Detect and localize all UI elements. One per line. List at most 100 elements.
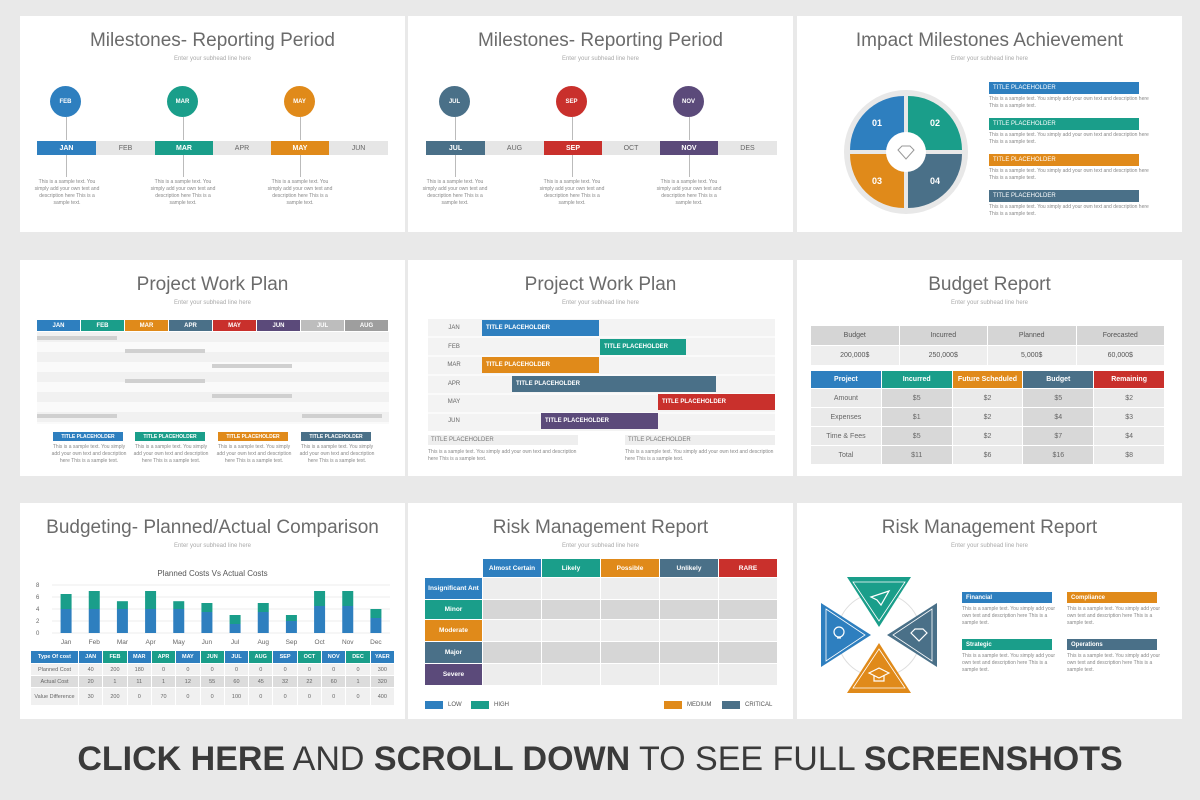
slide-risk-categories[interactable]: Risk Management Report Enter your subhea… [797, 503, 1182, 719]
risk-cell[interactable] [660, 578, 718, 599]
risk-cell[interactable] [483, 620, 541, 641]
risk-cell[interactable] [542, 578, 600, 599]
title-placeholder: TITLE PLACEHOLDER [428, 435, 578, 445]
bar-series-2 [116, 601, 128, 609]
bar-series-2 [229, 615, 241, 624]
legend-label: HIGH [494, 702, 509, 708]
risk-cell[interactable] [483, 600, 541, 619]
x-tick-label: Dec [370, 639, 382, 646]
slide-milestones-2[interactable]: Milestones- Reporting Period Enter your … [408, 16, 793, 232]
gantt-task-bar: TITLE PLACEHOLDER [482, 357, 599, 373]
slide-risk-matrix[interactable]: Risk Management Report Enter your subhea… [408, 503, 793, 719]
cost-table-cell: 0 [249, 664, 273, 675]
scroll-down-banner[interactable]: CLICK HERE AND SCROLL DOWN TO SEE FULL S… [0, 740, 1200, 779]
slide-budget-report[interactable]: Budget Report Enter your subhead line he… [797, 260, 1182, 476]
risk-cell[interactable] [483, 664, 541, 685]
cost-table-cell: 300 [370, 664, 394, 675]
cost-table-cell: 200 [103, 688, 127, 705]
risk-row-header: Severe [425, 664, 482, 685]
risk-triangles-diagram [821, 577, 937, 693]
risk-cell[interactable] [542, 642, 600, 663]
title-placeholder: TITLE PLACEHOLDER [989, 154, 1139, 166]
description-text: This is a sample text. You simply add yo… [422, 179, 488, 206]
slide-project-work-plan-1[interactable]: Project Work Plan Enter your subhead lin… [20, 260, 405, 476]
x-tick-label: Oct [315, 639, 325, 646]
risk-cell[interactable] [719, 620, 777, 641]
cost-table-header: JAN [79, 651, 103, 663]
bar-series-1 [342, 606, 354, 633]
budget-cell: $1 [881, 408, 952, 426]
risk-cell[interactable] [601, 664, 659, 685]
risk-cell[interactable] [660, 600, 718, 619]
quadrant-label: 04 [930, 176, 940, 186]
risk-cell[interactable] [601, 578, 659, 599]
budget-cell: $5 [881, 389, 952, 407]
cost-table-header: AUG [249, 651, 273, 663]
title-placeholder: TITLE PLACEHOLDER [989, 190, 1139, 202]
milestone-circle: SEP [556, 86, 587, 117]
gantt-grid [428, 319, 775, 431]
slide-milestones-1[interactable]: Milestones- Reporting Period Enter your … [20, 16, 405, 232]
cost-table-cell: 0 [200, 688, 224, 705]
risk-cell[interactable] [483, 578, 541, 599]
budget-top-header: Planned [988, 326, 1076, 345]
bar-series-2 [370, 609, 382, 618]
bar-series-1 [285, 621, 297, 633]
budget-cell: Expenses [811, 408, 881, 426]
slide-title: Impact Milestones Achievement [855, 30, 1124, 51]
timeline-month: JUL [426, 141, 485, 155]
risk-cell[interactable] [601, 600, 659, 619]
planned-actual-bar-chart: 0 2 4 6 8 Jan Feb Mar Apr May Jun Jul Aug Sep Oct Nov De… [36, 583, 390, 646]
slide-budget-comparison[interactable]: Budgeting- Planned/Actual Comparison Ent… [20, 503, 405, 719]
bar-series-1 [314, 606, 326, 633]
risk-cell[interactable] [660, 642, 718, 663]
risk-cell[interactable] [601, 620, 659, 641]
month-header: JUN [257, 320, 300, 331]
risk-cell[interactable] [601, 642, 659, 663]
timeline-month: JUN [329, 141, 388, 155]
graduation-cap-icon [867, 667, 891, 682]
risk-cell[interactable] [719, 642, 777, 663]
gantt-arrow [37, 414, 117, 418]
description-text: This is a sample text. You simply add yo… [34, 179, 100, 206]
risk-cell[interactable] [542, 620, 600, 641]
description-text: This is a sample text. You simply add yo… [299, 444, 375, 464]
banner-part: AND [285, 740, 374, 778]
slide-impact-milestones[interactable]: Impact Milestones Achievement Enter your… [797, 16, 1182, 232]
legend-label: CRITICAL [745, 702, 773, 708]
budget-top-header: Budget [811, 326, 899, 345]
paper-plane-icon [869, 589, 891, 607]
slide-subhead: Enter your subhead line here [950, 543, 1029, 549]
cost-table-cell: 12 [176, 676, 200, 687]
gantt-grid [37, 332, 389, 424]
slide-title: Risk Management Report [492, 517, 709, 538]
gantt-row-label: APR [447, 381, 461, 387]
quadrant-cycle-diagram: 01 02 03 04 [844, 90, 968, 214]
slide-title: Budgeting- Planned/Actual Comparison [46, 517, 379, 538]
timeline-month: NOV [660, 141, 718, 155]
chart-title: Planned Costs Vs Actual Costs [157, 569, 268, 578]
risk-cell[interactable] [542, 664, 600, 685]
budget-cell: $2 [952, 408, 1023, 426]
month-header: AUG [345, 320, 388, 331]
milestone-circle: MAY [284, 86, 315, 117]
risk-cell[interactable] [719, 600, 777, 619]
quadrant-label: 03 [872, 176, 882, 186]
description-text: This is a sample text. You simply add yo… [539, 179, 605, 206]
risk-cell[interactable] [542, 600, 600, 619]
risk-cell[interactable] [483, 642, 541, 663]
gantt-task-bar: TITLE PLACEHOLDER [512, 376, 716, 392]
month-header: JUL [301, 320, 344, 331]
bar-series-2 [173, 601, 185, 609]
risk-cell[interactable] [660, 664, 718, 685]
risk-cell[interactable] [719, 578, 777, 599]
slide-project-work-plan-2[interactable]: Project Work Plan Enter your subhead lin… [408, 260, 793, 476]
risk-cell[interactable] [660, 620, 718, 641]
timeline-month: AUG [485, 141, 544, 155]
risk-cell[interactable] [719, 664, 777, 685]
budget-cell: $4 [1023, 408, 1094, 426]
budget-cell: $5 [881, 427, 952, 445]
gantt-row-label: JAN [448, 325, 460, 331]
gantt-arrow [125, 349, 205, 353]
budget-cell: $11 [881, 446, 952, 464]
